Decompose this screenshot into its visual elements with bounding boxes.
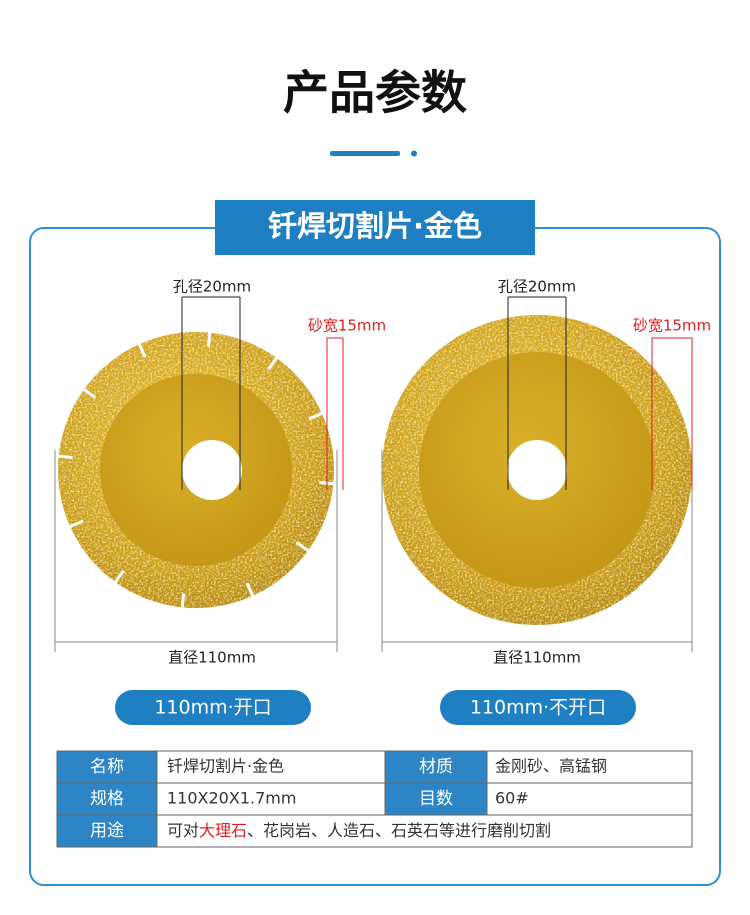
banner-bg (215, 200, 535, 255)
diameter-label: 直径110mm (168, 649, 256, 667)
disc-open (56, 330, 336, 610)
table-header: 用途 (90, 821, 124, 841)
title-dot (411, 150, 417, 157)
table-header: 名称 (90, 757, 124, 777)
title-underline (330, 151, 400, 156)
table-cell: 110X20X1.7mm (167, 789, 296, 808)
table-header: 规格 (90, 789, 124, 809)
usage-text: 可对 (167, 821, 199, 840)
rim-slot (267, 355, 279, 371)
rim-slot (245, 582, 255, 599)
table-header: 目数 (419, 789, 453, 809)
rim-slot (295, 541, 311, 553)
table-header: 材质 (419, 757, 453, 777)
usage-highlight: 大理石 (199, 821, 247, 840)
table-cell: 金刚砂、高锰钢 (495, 757, 607, 776)
banner-text: 钎焊切割片·金色 (268, 209, 482, 243)
badge-bg (440, 690, 636, 725)
width-label: 砂宽15mm (308, 317, 386, 335)
badge-bg (115, 690, 311, 725)
width-label: 砂宽15mm (633, 317, 711, 335)
rim-slot (113, 569, 125, 585)
page-title: 产品参数 (283, 66, 467, 120)
spec-table: 名称 钎焊切割片·金色 材质 金刚砂、高锰钢 规格 110X20X1.7mm 目… (56, 750, 693, 848)
rim-slot (180, 593, 186, 610)
badge-text: 110mm·开口 (154, 697, 271, 719)
width-brackets (326, 337, 693, 490)
hole-label: 孔径20mm (173, 278, 251, 296)
rim-slot (81, 387, 97, 399)
rim-slot (56, 454, 73, 460)
diameter-label: 直径110mm (493, 649, 581, 667)
rim-slot (67, 519, 84, 529)
badge-text: 110mm·不开口 (470, 697, 606, 719)
rim-slot (308, 411, 325, 421)
hole-label: 孔径20mm (498, 278, 576, 296)
table-cell: 60# (495, 789, 529, 808)
rim-slot (206, 330, 212, 347)
rim-slot (137, 341, 147, 358)
table-cell: 钎焊切割片·金色 (167, 757, 284, 776)
table-cell: 可对大理石、花岗岩、人造石、石英石等进行磨削切割 (167, 821, 551, 840)
disc-closed (382, 315, 692, 625)
usage-text: 、花岗岩、人造石、石英石等进行磨削切割 (247, 821, 551, 840)
